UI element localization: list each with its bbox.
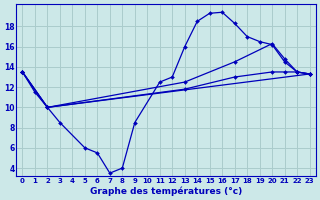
- X-axis label: Graphe des températures (°c): Graphe des températures (°c): [90, 186, 242, 196]
